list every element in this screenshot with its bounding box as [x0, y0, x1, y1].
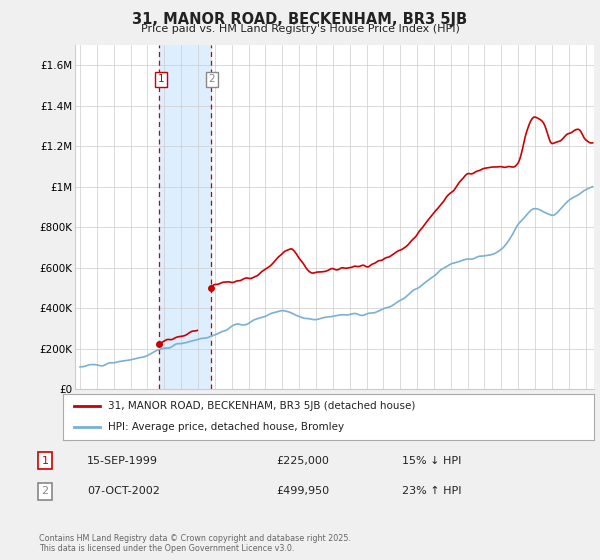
Text: 15% ↓ HPI: 15% ↓ HPI	[402, 456, 461, 465]
Bar	[160, 45, 211, 389]
Text: Contains HM Land Registry data © Crown copyright and database right 2025.
This d: Contains HM Land Registry data © Crown c…	[39, 534, 351, 553]
Text: 2: 2	[209, 74, 215, 84]
Text: 1: 1	[41, 456, 49, 465]
Text: 31, MANOR ROAD, BECKENHAM, BR3 5JB (detached house): 31, MANOR ROAD, BECKENHAM, BR3 5JB (deta…	[108, 401, 416, 411]
Text: 31, MANOR ROAD, BECKENHAM, BR3 5JB: 31, MANOR ROAD, BECKENHAM, BR3 5JB	[133, 12, 467, 27]
Text: 2: 2	[41, 487, 49, 496]
Text: £225,000: £225,000	[276, 456, 329, 465]
Text: Price paid vs. HM Land Registry's House Price Index (HPI): Price paid vs. HM Land Registry's House …	[140, 24, 460, 34]
Text: HPI: Average price, detached house, Bromley: HPI: Average price, detached house, Brom…	[108, 422, 344, 432]
Text: 1: 1	[157, 74, 164, 84]
Text: 07-OCT-2002: 07-OCT-2002	[87, 487, 160, 496]
Text: 23% ↑ HPI: 23% ↑ HPI	[402, 487, 461, 496]
Text: £499,950: £499,950	[276, 487, 329, 496]
Text: 15-SEP-1999: 15-SEP-1999	[87, 456, 158, 465]
